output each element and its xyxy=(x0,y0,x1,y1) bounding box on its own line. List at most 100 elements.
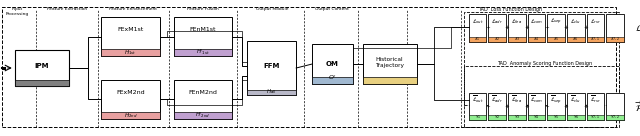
FancyBboxPatch shape xyxy=(606,92,624,120)
Text: $\overline{\mathcal{L}}_{fea}$: $\overline{\mathcal{L}}_{fea}$ xyxy=(511,95,522,106)
FancyBboxPatch shape xyxy=(527,115,545,120)
FancyBboxPatch shape xyxy=(527,92,545,120)
Text: FFM: FFM xyxy=(264,63,280,69)
FancyBboxPatch shape xyxy=(488,115,506,120)
Text: $\gamma_3$: $\gamma_3$ xyxy=(514,114,520,121)
Text: +: + xyxy=(564,104,568,109)
FancyBboxPatch shape xyxy=(567,14,584,41)
Text: +: + xyxy=(544,104,548,109)
FancyBboxPatch shape xyxy=(363,77,417,84)
Text: $\overline{\mathcal{L}}_{out}$: $\overline{\mathcal{L}}_{out}$ xyxy=(472,95,484,106)
FancyBboxPatch shape xyxy=(527,37,545,41)
FancyBboxPatch shape xyxy=(101,17,160,56)
Text: FEnM1st: FEnM1st xyxy=(190,27,216,32)
Text: $\gamma_4$: $\gamma_4$ xyxy=(533,114,540,121)
FancyBboxPatch shape xyxy=(586,14,604,41)
FancyBboxPatch shape xyxy=(547,115,565,120)
Text: $\mathcal{L}$: $\mathcal{L}$ xyxy=(635,23,640,33)
Text: Historical
Trajectory: Historical Trajectory xyxy=(375,57,404,67)
FancyBboxPatch shape xyxy=(469,115,486,120)
Text: $\mathcal{L}_{out}$: $\mathcal{L}_{out}$ xyxy=(472,17,484,26)
FancyBboxPatch shape xyxy=(508,115,525,120)
Text: Input
Processing: Input Processing xyxy=(6,7,29,16)
Text: $\gamma_1$: $\gamma_1$ xyxy=(474,114,481,121)
FancyBboxPatch shape xyxy=(606,37,624,41)
FancyBboxPatch shape xyxy=(606,115,624,120)
FancyBboxPatch shape xyxy=(567,37,584,41)
Text: $\gamma_6$: $\gamma_6$ xyxy=(573,114,579,121)
Text: TAD  Loss Function Design: TAD Loss Function Design xyxy=(478,7,542,12)
Text: $\mathcal{L}_{fea}$: $\mathcal{L}_{fea}$ xyxy=(511,17,522,26)
Text: Feature Fusion: Feature Fusion xyxy=(187,7,219,11)
Text: TAD  Anomaly Scoring Function Design: TAD Anomaly Scoring Function Design xyxy=(497,61,592,66)
Text: +: + xyxy=(485,104,490,109)
Text: +: + xyxy=(564,25,568,30)
Text: OM: OM xyxy=(326,61,339,67)
Text: +: + xyxy=(505,104,509,109)
FancyBboxPatch shape xyxy=(508,14,525,41)
FancyBboxPatch shape xyxy=(606,14,624,41)
Text: $\overline{\mathcal{L}}_{adr}$: $\overline{\mathcal{L}}_{adr}$ xyxy=(492,95,503,106)
FancyBboxPatch shape xyxy=(247,41,296,95)
FancyBboxPatch shape xyxy=(547,14,565,41)
Text: $O'$: $O'$ xyxy=(328,73,337,82)
FancyBboxPatch shape xyxy=(173,17,232,56)
Text: $H_{1st}$: $H_{1st}$ xyxy=(124,48,136,57)
FancyBboxPatch shape xyxy=(101,112,160,119)
Text: Output Module: Output Module xyxy=(257,7,289,11)
Text: Output Content: Output Content xyxy=(315,7,348,11)
FancyBboxPatch shape xyxy=(469,92,486,120)
Text: FEnM2nd: FEnM2nd xyxy=(189,90,218,95)
FancyBboxPatch shape xyxy=(586,37,604,41)
FancyBboxPatch shape xyxy=(527,14,545,41)
Text: $H_{all}$: $H_{all}$ xyxy=(266,87,277,96)
Text: $\mathcal{L}_{sep}$: $\mathcal{L}_{sep}$ xyxy=(550,17,562,27)
Text: $\lambda_3$: $\lambda_3$ xyxy=(514,35,520,43)
FancyBboxPatch shape xyxy=(586,92,604,120)
FancyBboxPatch shape xyxy=(173,49,232,56)
FancyBboxPatch shape xyxy=(488,37,506,41)
FancyBboxPatch shape xyxy=(469,14,486,41)
FancyBboxPatch shape xyxy=(508,92,525,120)
Text: $\lambda_5$: $\lambda_5$ xyxy=(553,35,559,43)
Text: $\overline{\mathcal{L}}_{sep}$: $\overline{\mathcal{L}}_{sep}$ xyxy=(550,95,562,106)
FancyBboxPatch shape xyxy=(586,115,604,120)
FancyBboxPatch shape xyxy=(101,80,160,119)
Text: $\mathcal{L}_{adr}$: $\mathcal{L}_{adr}$ xyxy=(492,17,503,26)
Text: $\gamma_2$: $\gamma_2$ xyxy=(494,114,500,121)
FancyBboxPatch shape xyxy=(247,90,296,95)
Text: Feature Extraction: Feature Extraction xyxy=(47,7,87,11)
FancyBboxPatch shape xyxy=(547,37,565,41)
Text: +: + xyxy=(524,104,529,109)
FancyBboxPatch shape xyxy=(363,44,417,84)
Text: Feature Enhancement: Feature Enhancement xyxy=(109,7,157,11)
Text: $\gamma_{7,1}$: $\gamma_{7,1}$ xyxy=(591,114,600,121)
FancyBboxPatch shape xyxy=(469,37,486,41)
Text: $H'_{1st}$: $H'_{1st}$ xyxy=(196,48,210,57)
FancyBboxPatch shape xyxy=(173,112,232,119)
Text: $H_{2nd}$: $H_{2nd}$ xyxy=(124,111,137,120)
Text: $\mathcal{L}_{rsr}$: $\mathcal{L}_{rsr}$ xyxy=(590,17,601,26)
Text: $\overrightarrow{\mathcal{F}}$: $\overrightarrow{\mathcal{F}}$ xyxy=(635,99,640,114)
Text: FExM1st: FExM1st xyxy=(117,27,143,32)
FancyBboxPatch shape xyxy=(567,115,584,120)
Text: +: + xyxy=(544,25,548,30)
FancyBboxPatch shape xyxy=(312,77,353,84)
Text: $\gamma_{7,2}$: $\gamma_{7,2}$ xyxy=(610,114,620,121)
Text: $\overline{\mathcal{L}}_{clu}$: $\overline{\mathcal{L}}_{clu}$ xyxy=(570,95,581,106)
Text: $\overline{\mathcal{L}}_{rsr}$: $\overline{\mathcal{L}}_{rsr}$ xyxy=(590,95,601,106)
FancyBboxPatch shape xyxy=(488,92,506,120)
Text: $\mathcal{L}_{clu}$: $\mathcal{L}_{clu}$ xyxy=(570,17,581,26)
Text: $\lambda_1$: $\lambda_1$ xyxy=(474,35,481,43)
Text: $\gamma_5$: $\gamma_5$ xyxy=(553,114,559,121)
FancyBboxPatch shape xyxy=(173,80,232,119)
Text: +: + xyxy=(524,25,529,30)
FancyBboxPatch shape xyxy=(15,50,68,86)
Text: $H'_{2nd}$: $H'_{2nd}$ xyxy=(195,111,211,120)
Text: +: + xyxy=(485,25,490,30)
Text: $\lambda_4$: $\lambda_4$ xyxy=(533,35,540,43)
Text: +: + xyxy=(505,25,509,30)
Text: $\lambda_{7,2}$: $\lambda_{7,2}$ xyxy=(610,35,620,43)
Text: +: + xyxy=(583,104,588,109)
Text: FExM2nd: FExM2nd xyxy=(116,90,145,95)
